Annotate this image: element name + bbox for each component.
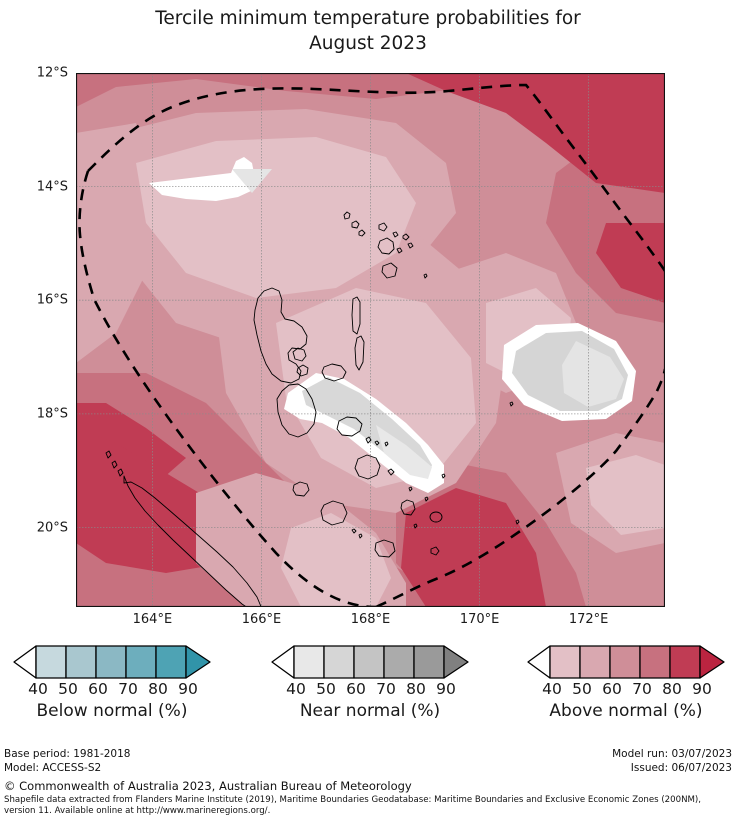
footer-copyright: © Commonwealth of Australia 2023, Austra…	[4, 779, 412, 793]
legend-near-tick-0: 40	[286, 680, 306, 698]
legend-near-normal-caption: Near normal (%)	[299, 701, 441, 721]
legend-near-swatch-3	[383, 645, 415, 679]
footer-issued: Issued: 06/07/2023	[630, 762, 732, 774]
legend-near-tick-4: 80	[406, 680, 426, 698]
probability-contour-map	[76, 73, 665, 607]
page-title: Tercile minimum temperature probabilitie…	[0, 6, 736, 56]
y-axis: 12°S 14°S 16°S 18°S 20°S	[0, 66, 68, 607]
legend-below-normal-caption: Below normal (%)	[36, 701, 188, 721]
y-tick-2: 16°S	[36, 292, 68, 308]
legend-near-swatch-0	[293, 645, 325, 679]
legend-below-tick-5: 90	[178, 680, 198, 698]
legend-below-swatch-0	[35, 645, 67, 679]
page-title-line-1: Tercile minimum temperature probabilitie…	[155, 8, 581, 29]
near-normal-patch-east-light	[562, 341, 624, 407]
legend-near-normal-ticks: 40 50 60 70 80 90	[252, 680, 488, 698]
contour-band-above-40-se	[586, 455, 665, 535]
legend-below-normal-ticks: 40 50 60 70 80 90	[0, 680, 230, 698]
footer: Base period: 1981-2018 Model: ACCESS-S2 …	[0, 748, 736, 816]
x-axis: 164°E 166°E 168°E 170°E 172°E	[76, 612, 665, 634]
eez-boundary-line-west	[78, 170, 377, 607]
legend-near-tick-5: 90	[436, 680, 456, 698]
legend-above-tick-3: 70	[632, 680, 652, 698]
contour-band-above-80-east2	[596, 223, 665, 303]
legend-below-normal-colorbar	[13, 645, 211, 679]
legend-above-swatch-3	[639, 645, 671, 679]
legend-above-swatch-2	[609, 645, 641, 679]
legend-below-tick-0: 40	[28, 680, 48, 698]
legend-above-normal-colorbar	[527, 645, 725, 679]
footer-base-period: Base period: 1981-2018	[4, 748, 131, 760]
legend-above-over-arrow	[699, 645, 725, 679]
legend-near-swatch-1	[323, 645, 355, 679]
no-dominant-tercile-patch-north	[149, 157, 258, 201]
near-normal-patch-central-light	[376, 425, 432, 479]
eez-boundary-line-south	[375, 368, 665, 607]
legend-above-swatch-1	[579, 645, 611, 679]
legend-above-normal: 40 50 60 70 80 90 Above normal (%)	[508, 645, 736, 721]
x-tick-0: 164°E	[132, 612, 173, 627]
y-tick-4: 20°S	[36, 520, 68, 535]
footer-model-run: Model run: 03/07/2023	[612, 748, 732, 760]
legend-near-over-arrow	[443, 645, 469, 679]
legend-below-swatch-4	[155, 645, 187, 679]
legend-below-swatch-2	[95, 645, 127, 679]
legend-near-under-arrow	[271, 645, 295, 679]
legend-above-under-arrow	[527, 645, 551, 679]
legend-above-normal-caption: Above normal (%)	[549, 701, 703, 721]
y-tick-1: 14°S	[36, 179, 68, 195]
legend-above-tick-2: 60	[602, 680, 622, 698]
map-plot-area	[76, 73, 665, 607]
x-tick-1: 166°E	[241, 612, 282, 627]
legend-above-swatch-4	[669, 645, 701, 679]
legend-near-swatch-2	[353, 645, 385, 679]
legend-near-tick-3: 70	[376, 680, 396, 698]
legend-near-tick-2: 60	[346, 680, 366, 698]
contour-band-above-80-se	[401, 488, 546, 607]
legend-below-tick-1: 50	[58, 680, 78, 698]
legend-near-normal-colorbar	[271, 645, 469, 679]
near-normal-patch-north-triangle	[232, 169, 272, 193]
legend-below-normal: 40 50 60 70 80 90 Below normal (%)	[0, 645, 230, 721]
y-tick-3: 18°S	[36, 406, 68, 422]
legend-below-tick-3: 70	[118, 680, 138, 698]
contour-band-above-80-ne	[406, 73, 665, 193]
legend-above-normal-ticks: 40 50 60 70 80 90	[508, 680, 736, 698]
map-frame	[76, 73, 665, 607]
legend-group: 40 50 60 70 80 90 Below normal (%) 40 50 60 70 80…	[0, 645, 736, 737]
legend-above-tick-5: 90	[692, 680, 712, 698]
eez-boundary-line	[87, 83, 665, 272]
footer-model: Model: ACCESS-S2	[4, 762, 102, 774]
legend-below-tick-2: 60	[88, 680, 108, 698]
legend-below-swatch-3	[125, 645, 157, 679]
legend-near-tick-1: 50	[316, 680, 336, 698]
contour-band-above-40-mid	[276, 288, 476, 488]
legend-above-tick-0: 40	[542, 680, 562, 698]
legend-near-normal: 40 50 60 70 80 90 Near normal (%)	[252, 645, 488, 721]
footer-attribution: Shapefile data extracted from Flanders M…	[4, 795, 701, 816]
legend-below-swatch-1	[65, 645, 97, 679]
legend-below-tick-4: 80	[148, 680, 168, 698]
page-title-line-2: August 2023	[309, 33, 427, 54]
contour-band-above-40-sw	[281, 513, 391, 607]
x-tick-4: 172°E	[568, 612, 609, 627]
legend-above-swatch-0	[549, 645, 581, 679]
map-gridlines	[76, 73, 665, 607]
x-tick-2: 168°E	[350, 612, 391, 627]
legend-above-tick-1: 50	[572, 680, 592, 698]
x-tick-3: 170°E	[459, 612, 500, 627]
legend-near-swatch-4	[413, 645, 445, 679]
legend-below-over-arrow	[185, 645, 211, 679]
y-tick-0: 12°S	[36, 65, 68, 81]
legend-above-tick-4: 80	[662, 680, 682, 698]
island-coastlines	[105, 211, 520, 607]
legend-below-under-arrow	[13, 645, 37, 679]
